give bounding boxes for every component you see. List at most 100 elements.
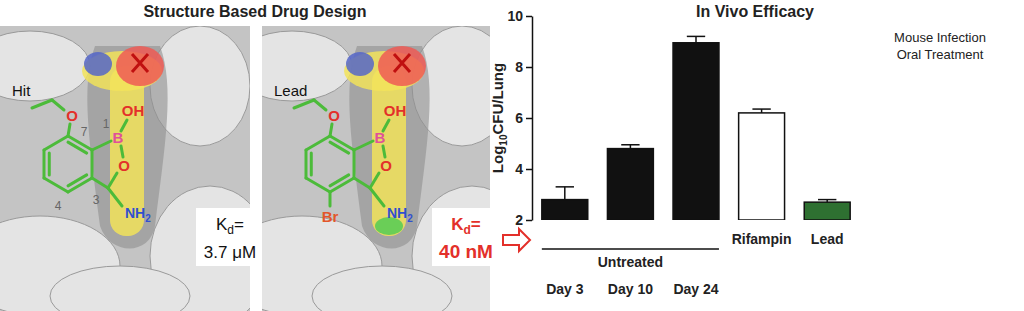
x-tick: Day 3 (546, 220, 584, 297)
x-tick-label: Day 10 (608, 281, 653, 297)
double-bond (48, 153, 51, 175)
bond (91, 150, 94, 178)
x-tick-label: Day 3 (546, 281, 584, 297)
atom-label: Br (322, 208, 339, 225)
error-bar-stem (564, 187, 566, 200)
x-tick: Rifampin (732, 220, 792, 247)
error-bar (818, 200, 836, 203)
y-tick: 2 (515, 212, 532, 228)
atom-label-sub: 2 (145, 213, 151, 224)
figure: Structure Based Drug DesignBOOHONH27143H… (0, 0, 1024, 311)
y-axis: 2 4 6 8 10 (507, 8, 532, 228)
ligand-nitrogen-surface (346, 52, 374, 76)
y-tick-mark (526, 220, 532, 222)
y-tick-mark (526, 169, 532, 171)
chart-title: In Vivo Efficacy (696, 3, 814, 20)
kd-label-sub: d (464, 223, 471, 237)
y-tick-mark (526, 16, 532, 18)
atom-label: OH (122, 102, 145, 119)
kd-value: 40 nM (439, 241, 493, 262)
double-bond (310, 153, 313, 175)
error-bar (687, 36, 705, 42)
locant: 7 (81, 125, 88, 139)
y-tick-label: 4 (515, 161, 523, 177)
error-bar-cap (556, 186, 574, 188)
y-axis-title-after: CFU/Lung (489, 63, 506, 135)
locant: 1 (103, 117, 110, 131)
y-axis-title-sub: 10 (498, 134, 509, 146)
phosphate-mark (394, 54, 410, 72)
surface-bump (50, 266, 190, 311)
bond (354, 141, 373, 150)
kd-label: Kd= (451, 215, 481, 237)
bond (108, 173, 117, 188)
double-bond (68, 142, 87, 153)
y-tick: 10 (507, 8, 532, 24)
atom-label: O (66, 107, 78, 124)
bar (804, 202, 850, 220)
bond (353, 150, 356, 178)
flow-arrow (503, 229, 530, 251)
bond (92, 178, 108, 188)
x-tick: Day 24 (673, 220, 718, 297)
bond (68, 124, 70, 136)
x-tick: Lead (811, 220, 844, 247)
y-tick-label: 10 (507, 8, 523, 24)
y-tick-label: 6 (515, 110, 523, 126)
error-bar-cap (818, 199, 836, 201)
locant: 3 (93, 193, 100, 207)
double-bond (330, 142, 349, 153)
x-axis: Day 3 Day 10 Day 24 Rifampin Lead (546, 220, 843, 297)
x-tick-label: Rifampin (732, 231, 792, 247)
double-bond (68, 175, 87, 186)
molecule: BOOHONH27143 (32, 100, 151, 224)
kd-box (196, 208, 264, 266)
bond (305, 150, 308, 178)
structure-panel: BOOHONH27143Hit (0, 26, 270, 311)
bar (739, 113, 785, 220)
y-tick: 8 (515, 59, 532, 75)
atom-label-main: NH (125, 205, 145, 221)
atom-label-main: NH (387, 205, 407, 221)
bond (43, 150, 46, 178)
y-tick: 6 (515, 110, 532, 126)
bond (306, 136, 330, 150)
error-bar (556, 187, 574, 200)
surface-bump (0, 31, 90, 101)
atom-label: O (118, 157, 130, 174)
bond (44, 136, 68, 150)
bond (329, 192, 332, 206)
y-tick-mark (526, 118, 532, 120)
y-tick: 4 (515, 161, 532, 177)
error-bar-cap (752, 108, 770, 110)
atom-label: O (328, 107, 340, 124)
bond (330, 124, 332, 136)
surface-bump (312, 266, 452, 311)
kd-box (432, 208, 500, 266)
error-bar (752, 109, 770, 113)
group-label: Untreated (598, 254, 663, 270)
bond (314, 100, 326, 110)
molecule: BOOHONH2Br (294, 100, 413, 225)
y-axis-title: Log10CFU/Lung (489, 63, 509, 173)
bond (44, 178, 68, 192)
y-tick-label: 8 (515, 59, 523, 75)
ligand-nitrogen-surface (84, 52, 112, 76)
bar (673, 43, 719, 220)
kd-label-main: K (451, 215, 464, 234)
bond (92, 141, 111, 150)
atom-label: O (380, 157, 392, 174)
kd-label-sub: d (227, 223, 234, 237)
bond (370, 188, 384, 206)
bond (306, 178, 330, 192)
kd-label-main: K (216, 215, 228, 234)
bond (52, 100, 64, 110)
panel-label: Lead (274, 82, 307, 99)
atom-label: NH2 (125, 205, 151, 224)
phosphate-mark (132, 54, 148, 72)
bond (383, 146, 385, 157)
structure-panel: BOOHONH2BrLead (222, 26, 532, 311)
kd-label-after: = (471, 215, 481, 234)
ligand-oxygen-surface (116, 46, 164, 86)
atom-label: B (113, 129, 124, 146)
